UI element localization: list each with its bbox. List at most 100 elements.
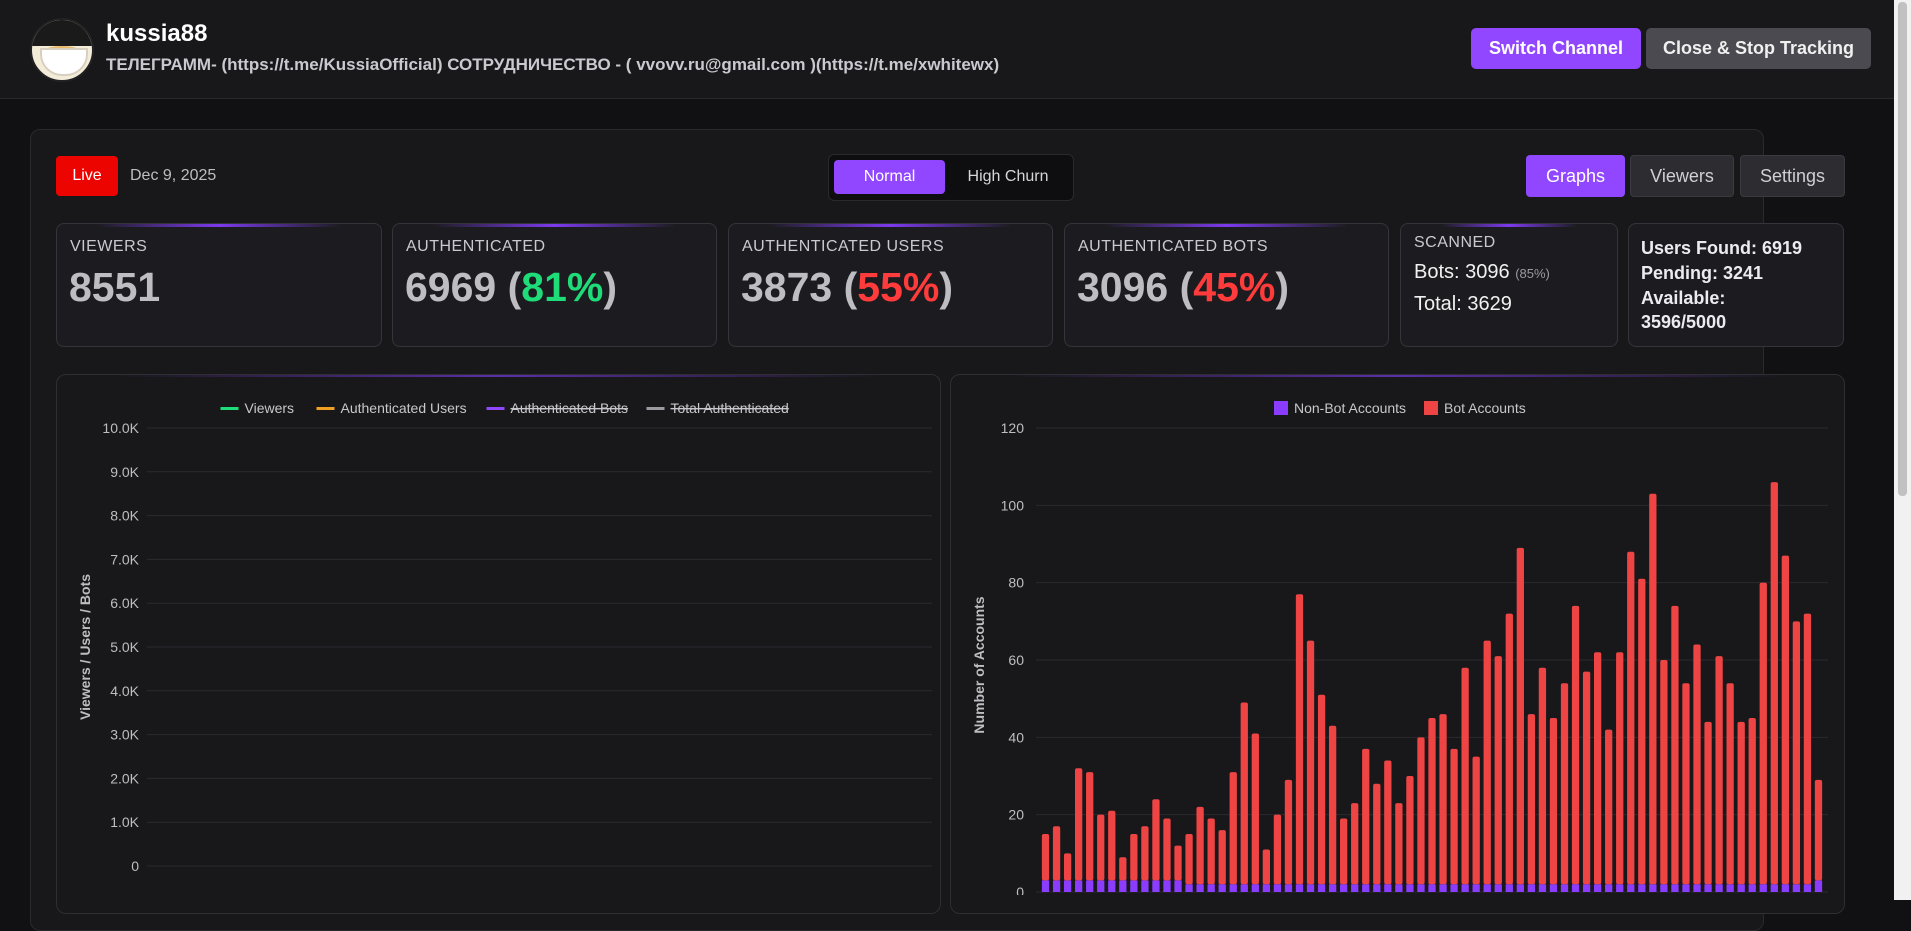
bar-bot	[1086, 772, 1094, 881]
bar-non-bot	[1726, 884, 1734, 892]
bar-bot	[1715, 656, 1723, 885]
bar-non-bot	[1086, 880, 1094, 892]
bar-bot	[1317, 694, 1326, 885]
y-tick-label: 4.0K	[110, 683, 139, 699]
bar-non-bot	[1538, 884, 1547, 892]
legend-swatch	[1274, 401, 1288, 415]
bar-bot	[1781, 555, 1789, 885]
scanned-total: Total: 3629	[1414, 293, 1512, 315]
bar-bot	[1814, 779, 1823, 881]
bar-non-bot	[1041, 880, 1050, 892]
bar-non-bot	[1340, 884, 1348, 892]
bar-non-bot	[1439, 884, 1447, 892]
bar-non-bot	[1671, 884, 1679, 892]
bar-bot	[1660, 660, 1668, 885]
bar-non-bot	[1273, 884, 1282, 892]
bar-bot	[1141, 826, 1149, 881]
bar-bot	[1605, 729, 1613, 885]
tab-viewers[interactable]: Viewers	[1630, 155, 1734, 197]
bar-bot	[1472, 756, 1480, 885]
legend-item-authenticated-users[interactable]: Authenticated Users	[316, 400, 467, 416]
stat-label: AUTHENTICATED	[406, 238, 546, 255]
stat-label: VIEWERS	[70, 238, 148, 255]
bar-non-bot	[1560, 884, 1569, 892]
bar-bot	[1693, 644, 1701, 885]
legend-swatch	[316, 407, 335, 410]
line-chart-card: Viewers Authenticated Users Authenticated …	[56, 374, 941, 914]
bar-bot	[1682, 683, 1690, 885]
bar-bot	[1328, 725, 1337, 885]
bar-non-bot	[1163, 880, 1171, 892]
viewers-line-chart: Viewers Authenticated Users Authenticated …	[77, 400, 932, 874]
y-tick-label: 40	[1008, 729, 1024, 745]
bar-non-bot	[1417, 884, 1425, 892]
bar-bot	[1218, 830, 1226, 885]
bar-non-bot	[1229, 884, 1237, 892]
y-tick-label: 0	[131, 858, 139, 874]
bar-bot	[1063, 853, 1072, 881]
bar-bot	[1284, 779, 1293, 885]
bar-non-bot	[1097, 880, 1105, 892]
y-axis-label: Viewers / Users / Bots	[77, 574, 93, 720]
legend-item-bot-accounts[interactable]: Bot Accounts	[1424, 400, 1526, 416]
mode-normal-button[interactable]: Normal	[834, 160, 945, 194]
bar-non-bot	[1152, 880, 1160, 892]
switch-channel-button[interactable]: Switch Channel	[1471, 28, 1641, 69]
tab-settings[interactable]: Settings	[1740, 155, 1845, 197]
legend-item-non-bot-accounts[interactable]: Non-Bot Accounts	[1274, 400, 1406, 416]
mode-high-churn-button[interactable]: High Churn	[967, 168, 1049, 185]
bar-non-bot	[1792, 884, 1801, 892]
bar-non-bot	[1737, 884, 1745, 892]
y-tick-label: 120	[1001, 420, 1025, 436]
y-tick-label: 0	[1016, 884, 1024, 895]
bar-chart-card: Non-Bot Accounts Bot Accounts 120 100 80 60 40…	[950, 374, 1845, 914]
bar-non-bot	[1174, 880, 1182, 892]
stat-card-viewers: VIEWERS 8551	[56, 223, 382, 347]
bar-bot	[1108, 810, 1116, 881]
bar-bot	[1174, 845, 1182, 881]
bar-bot	[1505, 613, 1513, 885]
bar-non-bot	[1638, 884, 1646, 892]
legend-item-viewers[interactable]: Viewers	[220, 400, 295, 416]
bar-non-bot	[1748, 884, 1756, 892]
bar-bot	[1041, 834, 1050, 881]
bar-bot	[1516, 547, 1524, 885]
legend-item-authenticated-bots[interactable]: Authenticated Bots	[486, 400, 629, 416]
legend-label: Total Authenticated	[671, 400, 789, 416]
bar-bot	[1627, 551, 1635, 885]
bar-non-bot	[1075, 880, 1083, 892]
bar-non-bot	[1130, 880, 1138, 892]
bar-non-bot	[1571, 884, 1580, 892]
close-stop-tracking-button[interactable]: Close & Stop Tracking	[1646, 28, 1871, 69]
y-tick-label: 6.0K	[110, 595, 139, 611]
bar-bot	[1461, 667, 1469, 885]
bar-non-bot	[1803, 884, 1812, 892]
bar-bot	[1130, 834, 1138, 881]
authenticated-bots-percent: 45%	[1193, 264, 1276, 310]
bar-bot	[1649, 493, 1657, 885]
bar-bot	[1428, 718, 1436, 885]
bar-non-bot	[1052, 880, 1061, 892]
bar-non-bot	[1373, 884, 1381, 892]
bar-non-bot	[1450, 884, 1458, 892]
bar-bot	[1395, 803, 1403, 885]
legend-item-total-authenticated[interactable]: Total Authenticated	[646, 400, 789, 416]
bar-bot	[1163, 818, 1171, 881]
scrollbar-thumb[interactable]	[1898, 2, 1907, 496]
page-scrollbar[interactable]	[1894, 0, 1911, 900]
bar-bot	[1792, 621, 1801, 885]
bar-non-bot	[1251, 884, 1259, 892]
users-found: Users Found: 6919	[1641, 238, 1803, 258]
scanned-bots-percent: (85%)	[1515, 266, 1550, 281]
bar-non-bot	[1317, 884, 1326, 892]
bar-bot	[1483, 640, 1491, 885]
legend-label: Authenticated Users	[341, 400, 467, 416]
bar-non-bot	[1240, 884, 1248, 892]
bar-non-bot	[1616, 884, 1624, 892]
available-value: 3596/5000	[1641, 312, 1727, 332]
bar-bot	[1075, 768, 1083, 881]
tab-graphs[interactable]: Graphs	[1526, 155, 1625, 197]
authenticated-users-count: 3873 (55%)	[741, 264, 953, 310]
channel-header: kussia88 ТЕЛЕГРАММ- (https://t.me/Kussia…	[0, 0, 1911, 99]
bar-non-bot	[1108, 880, 1116, 892]
